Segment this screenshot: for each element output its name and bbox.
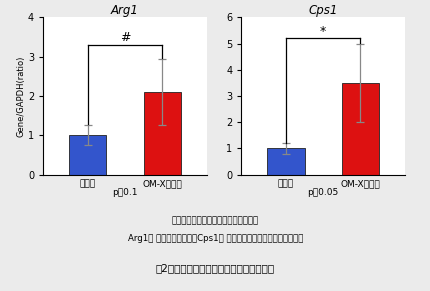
Title: Arg1: Arg1 xyxy=(111,4,138,17)
Bar xyxy=(267,148,304,175)
Text: *: * xyxy=(319,25,326,38)
Bar xyxy=(69,135,106,175)
Text: #: # xyxy=(120,31,130,44)
Text: p＜0.05: p＜0.05 xyxy=(307,188,338,197)
Text: 肝臓のオルニチン回路で作用する酵素: 肝臓のオルニチン回路で作用する酵素 xyxy=(172,217,258,226)
Bar xyxy=(143,92,181,175)
Text: 図2　マウス肝臓の代謝酵素発現量の比較: 図2 マウス肝臓の代謝酵素発現量の比較 xyxy=(156,264,274,274)
Text: p＜0.1: p＜0.1 xyxy=(112,188,138,197)
Y-axis label: Gene/GAPDH(ratio): Gene/GAPDH(ratio) xyxy=(16,55,25,137)
Bar xyxy=(341,83,378,175)
Title: Cps1: Cps1 xyxy=(308,4,337,17)
Text: Arg1： アルギナーゼ１　Cps1： カルバモイルリン酸シンターゼ１: Arg1： アルギナーゼ１ Cps1： カルバモイルリン酸シンターゼ１ xyxy=(128,234,302,243)
